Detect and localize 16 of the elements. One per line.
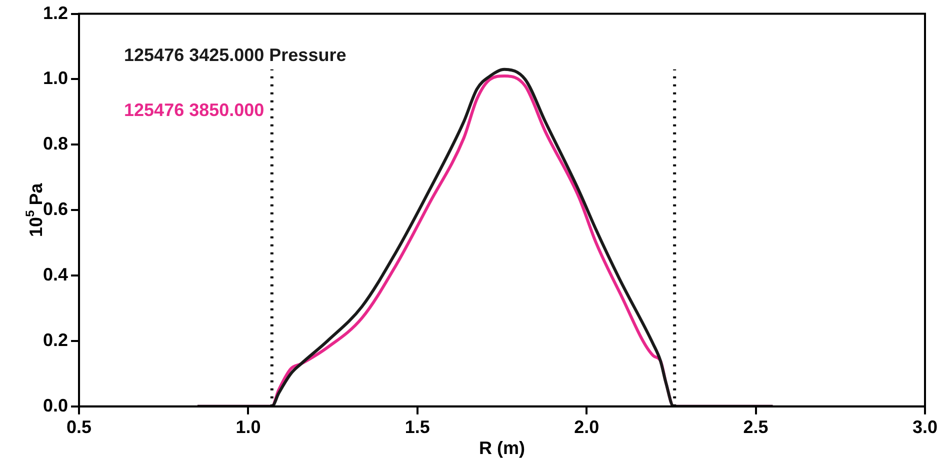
x-tick-label: 3.0 [912, 417, 938, 438]
text: 125476 3850.000 [124, 100, 264, 120]
x-tick-label: 1.5 [404, 417, 430, 438]
x-axis-title: R (m) [479, 438, 526, 458]
y-tick-label: 0.0 [42, 395, 68, 416]
y-tick-label: 0.2 [42, 330, 68, 350]
y-tick-label: 1.2 [42, 2, 68, 23]
y-tick-label: 0.8 [42, 134, 68, 154]
y-tick-label: 1.0 [42, 68, 68, 88]
text: 125476 3425.000 Pressure [124, 44, 346, 65]
x-tick-label: 0.5 [66, 417, 92, 438]
y-tick-label: 0.6 [42, 199, 68, 220]
x-tick-label: 2.5 [743, 417, 768, 438]
x-tick-label: 1.0 [236, 417, 261, 438]
y-tick-label: 0.4 [42, 264, 68, 284]
x-tick-label: 2.0 [574, 417, 600, 438]
